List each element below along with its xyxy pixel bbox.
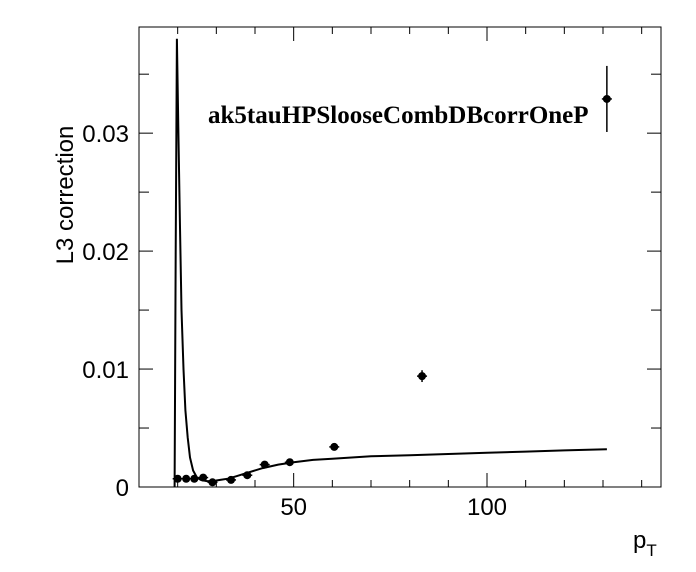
data-point	[260, 460, 269, 469]
y-tick-label: 0.02	[82, 239, 129, 266]
data-point	[285, 458, 294, 467]
data-points	[172, 65, 612, 487]
axis-ticks	[139, 27, 661, 488]
data-point	[190, 474, 199, 483]
fit-curve-line	[173, 38, 607, 488]
x-tick-label: 100	[467, 494, 507, 521]
y-tick-label: 0.03	[82, 121, 129, 148]
data-point	[208, 478, 217, 487]
y-tick-label: 0.01	[82, 357, 129, 384]
data-point	[243, 471, 252, 480]
y-axis-label: L3 correction	[52, 126, 79, 265]
x-axis-label: pT	[633, 527, 657, 560]
chart-title: ak5tauHPSlooseCombDBcorrOneP	[208, 102, 589, 129]
axis-tick-labels: 50 100 0 0.01 0.02 0.03	[82, 121, 507, 521]
data-point	[182, 474, 191, 483]
fit-curve	[173, 38, 607, 488]
data-point	[173, 474, 182, 483]
y-tick-label: 0	[116, 475, 129, 502]
data-point	[602, 94, 611, 103]
x-axis-label-main: p	[633, 527, 646, 554]
data-point	[418, 372, 427, 381]
x-tick-label: 50	[280, 494, 307, 521]
data-point	[227, 475, 236, 484]
data-point	[330, 442, 339, 451]
x-axis-label-subscript: T	[646, 541, 656, 560]
data-point	[199, 473, 208, 482]
plot-frame	[138, 26, 662, 488]
